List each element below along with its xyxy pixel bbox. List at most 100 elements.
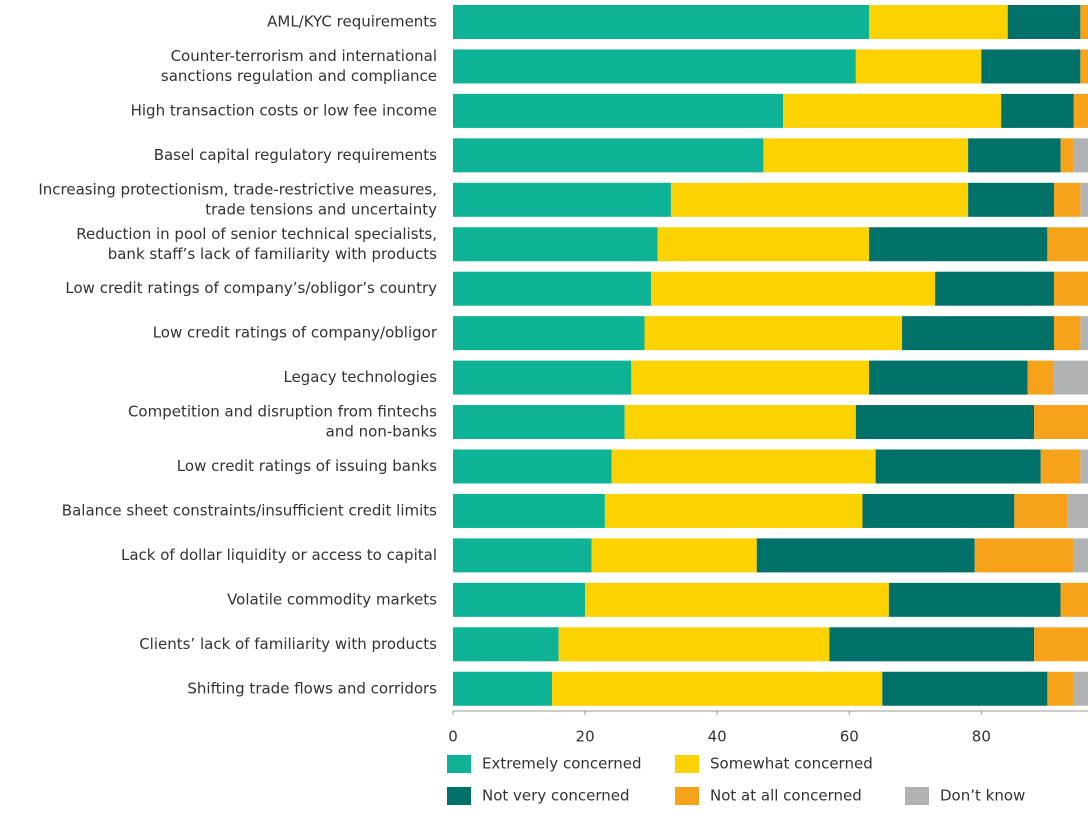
legend-label: Not very concerned bbox=[482, 787, 630, 805]
bar-segment bbox=[763, 138, 969, 173]
category-label: Low credit ratings of company’s/obligor’… bbox=[65, 279, 437, 297]
bar-segment bbox=[1060, 582, 1088, 617]
bar-segment bbox=[670, 182, 969, 217]
bar-segment bbox=[631, 360, 870, 395]
bar-segment bbox=[1080, 182, 1088, 217]
bar-segment bbox=[453, 138, 764, 173]
category-label: Lack of dollar liquidity or access to ca… bbox=[121, 546, 437, 564]
bar-segment bbox=[453, 671, 553, 706]
category-label: Balance sheet constraints/insufficient c… bbox=[62, 501, 437, 519]
category-label: Basel capital regulatory requirements bbox=[154, 146, 437, 164]
bar-segment bbox=[869, 227, 1048, 262]
bar-segment bbox=[453, 405, 625, 440]
bar-segment bbox=[453, 360, 632, 395]
bar-segment bbox=[453, 271, 652, 306]
bar-segment bbox=[935, 271, 1054, 306]
bar-segment bbox=[453, 49, 856, 84]
category-label: Increasing protectionism, trade-restrict… bbox=[38, 180, 437, 198]
x-tick-label: 20 bbox=[576, 728, 595, 746]
category-label: Competition and disruption from fintechs bbox=[128, 403, 437, 421]
bar-segment bbox=[882, 671, 1048, 706]
bar-segment bbox=[974, 538, 1074, 573]
legend-swatch bbox=[905, 787, 929, 805]
bar-segment bbox=[1053, 316, 1081, 351]
bar-segment bbox=[453, 93, 784, 128]
category-label: Reduction in pool of senior technical sp… bbox=[76, 225, 437, 243]
bar-segment bbox=[869, 360, 1028, 395]
category-label: Legacy technologies bbox=[283, 368, 437, 386]
category-label: Low credit ratings of issuing banks bbox=[177, 457, 437, 475]
category-label: Clients’ lack of familiarity with produc… bbox=[139, 635, 437, 653]
bar-segment bbox=[591, 538, 757, 573]
bar-segment bbox=[1073, 671, 1088, 706]
bar-segment bbox=[1034, 405, 1088, 440]
bar-segment bbox=[1027, 360, 1054, 395]
bar-segment bbox=[1047, 671, 1074, 706]
legend-swatch bbox=[447, 755, 471, 773]
bar-segment bbox=[453, 449, 612, 484]
category-label: and non-banks bbox=[326, 423, 437, 441]
category-label: sanctions regulation and compliance bbox=[161, 67, 437, 85]
bar-segment bbox=[1073, 538, 1088, 573]
legend-label: Extremely concerned bbox=[482, 755, 642, 773]
category-label: High transaction costs or low fee income bbox=[131, 101, 437, 119]
legend-label: Don’t know bbox=[940, 787, 1025, 805]
bar-segment bbox=[611, 449, 876, 484]
bar-segment bbox=[1073, 93, 1088, 128]
plot-area bbox=[453, 5, 1088, 706]
bar-segment bbox=[756, 538, 975, 573]
bar-segment bbox=[968, 182, 1054, 217]
bar-segment bbox=[1007, 5, 1081, 39]
legend-label: Somewhat concerned bbox=[710, 755, 873, 773]
bar-segment bbox=[1034, 627, 1088, 662]
category-label: trade tensions and uncertainty bbox=[205, 200, 437, 218]
bar-segment bbox=[1073, 138, 1088, 173]
bar-segment bbox=[453, 538, 592, 573]
legend-swatch bbox=[447, 787, 471, 805]
bar-segment bbox=[981, 49, 1081, 84]
bar-segment bbox=[657, 227, 870, 262]
bar-segment bbox=[1060, 138, 1074, 173]
bar-segment bbox=[869, 5, 1008, 39]
bar-segment bbox=[453, 182, 671, 217]
x-tick-label: 60 bbox=[840, 728, 859, 746]
bar-segment bbox=[453, 582, 586, 617]
bar-segment bbox=[558, 627, 830, 662]
legend-label: Not at all concerned bbox=[710, 787, 862, 805]
category-label: Counter-terrorism and international bbox=[171, 47, 437, 65]
bar-segment bbox=[855, 49, 982, 84]
x-tick-label: 40 bbox=[708, 728, 727, 746]
bar-segment bbox=[1053, 271, 1088, 306]
bar-segment bbox=[902, 316, 1054, 351]
bar-segment bbox=[453, 316, 645, 351]
bar-segment bbox=[1080, 449, 1088, 484]
category-label: Low credit ratings of company/obligor bbox=[153, 324, 438, 342]
category-label: Volatile commodity markets bbox=[227, 590, 437, 608]
category-label: bank staff’s lack of familiarity with pr… bbox=[108, 245, 437, 263]
x-tick-label: 80 bbox=[972, 728, 991, 746]
bar-segment bbox=[968, 138, 1061, 173]
bar-segment bbox=[1053, 360, 1088, 395]
bar-segment bbox=[1080, 316, 1088, 351]
bar-segment bbox=[862, 493, 1015, 528]
bar-segment bbox=[783, 93, 1002, 128]
bar-segment bbox=[875, 449, 1041, 484]
bar-segment bbox=[1053, 182, 1081, 217]
bar-segment bbox=[1040, 449, 1081, 484]
legend-swatch bbox=[675, 755, 699, 773]
bar-segment bbox=[855, 405, 1035, 440]
category-label: Shifting trade flows and corridors bbox=[187, 679, 437, 697]
bar-segment bbox=[1014, 493, 1068, 528]
bar-segment bbox=[453, 627, 559, 662]
bar-segment bbox=[453, 5, 870, 39]
bar-segment bbox=[644, 316, 903, 351]
x-tick-label: 0 bbox=[448, 728, 458, 746]
bar-segment bbox=[1080, 49, 1088, 84]
bar-segment bbox=[829, 627, 1035, 662]
category-label: AML/KYC requirements bbox=[267, 13, 437, 31]
bar-segment bbox=[552, 671, 883, 706]
bar-segment bbox=[453, 493, 605, 528]
bar-segment bbox=[624, 405, 856, 440]
bar-segment bbox=[888, 582, 1061, 617]
